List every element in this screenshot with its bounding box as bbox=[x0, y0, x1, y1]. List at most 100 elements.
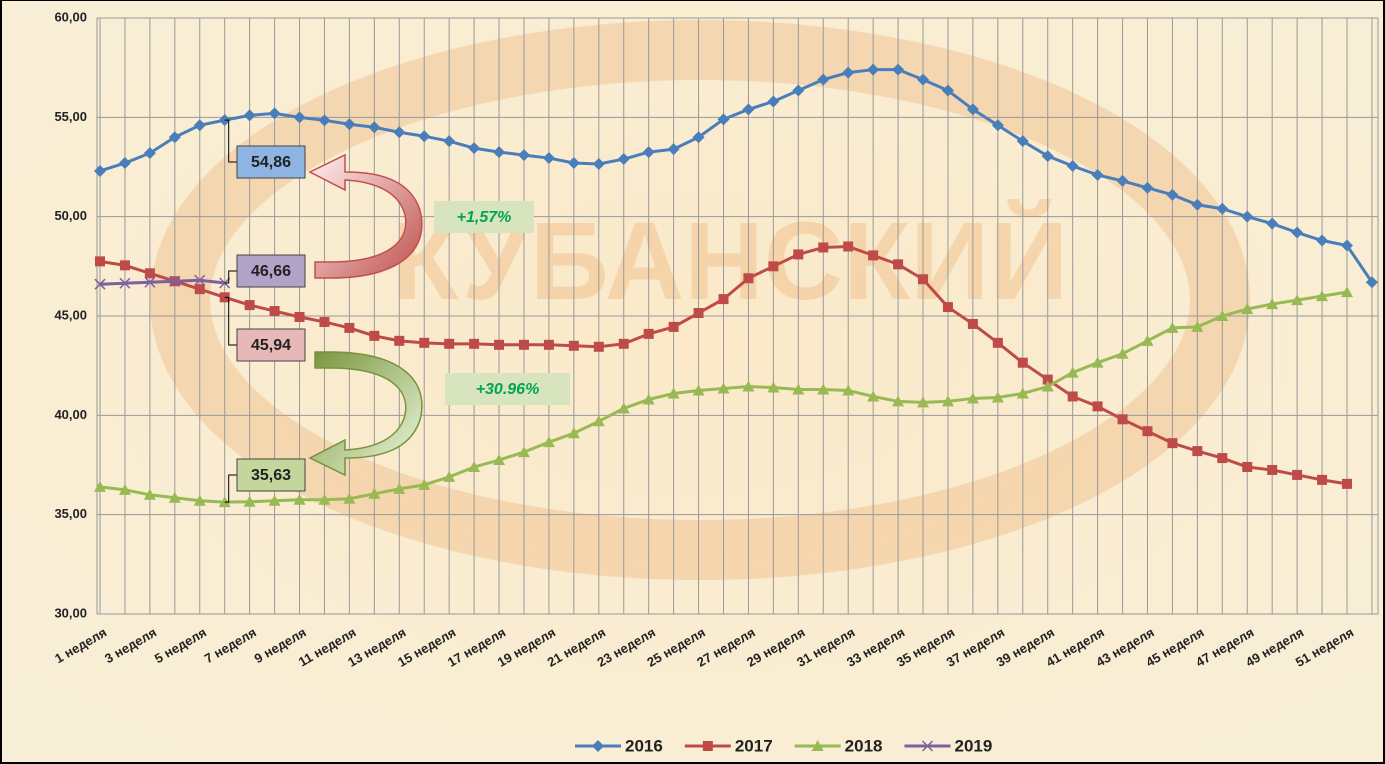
marker bbox=[567, 157, 580, 170]
y-tick-label: 45,00 bbox=[54, 307, 87, 322]
legend-label: 2016 bbox=[625, 736, 663, 755]
marker bbox=[867, 63, 880, 76]
annotation: 46,66 bbox=[251, 263, 291, 280]
marker bbox=[118, 483, 131, 495]
marker bbox=[319, 316, 330, 327]
marker bbox=[792, 84, 805, 97]
marker bbox=[743, 273, 754, 284]
marker bbox=[517, 149, 530, 162]
marker bbox=[567, 427, 580, 439]
y-tick-label: 35,00 bbox=[54, 506, 87, 521]
marker bbox=[1016, 135, 1029, 148]
y-tick-label: 50,00 bbox=[54, 208, 87, 223]
marker bbox=[643, 328, 654, 339]
marker bbox=[868, 250, 879, 261]
annotation: +1,57% bbox=[457, 209, 512, 226]
marker bbox=[1167, 438, 1178, 449]
marker bbox=[693, 308, 704, 319]
marker bbox=[393, 126, 406, 139]
marker bbox=[1192, 446, 1203, 457]
marker bbox=[1341, 286, 1353, 298]
marker bbox=[592, 415, 605, 427]
marker bbox=[1092, 401, 1103, 412]
marker bbox=[1041, 380, 1054, 392]
marker bbox=[768, 261, 779, 272]
legend-label: 2018 bbox=[845, 736, 883, 755]
marker bbox=[1116, 174, 1129, 187]
marker bbox=[1166, 321, 1179, 333]
callout-line bbox=[224, 474, 237, 503]
marker bbox=[1142, 426, 1153, 437]
marker bbox=[618, 338, 629, 349]
marker bbox=[892, 63, 905, 76]
series-line bbox=[99, 68, 1374, 284]
marker bbox=[921, 740, 934, 752]
marker bbox=[1066, 160, 1079, 173]
marker bbox=[443, 135, 456, 148]
plot bbox=[94, 63, 1378, 508]
legend-label: 2019 bbox=[954, 736, 992, 755]
marker bbox=[194, 284, 205, 295]
marker bbox=[818, 242, 829, 253]
marker bbox=[343, 492, 356, 504]
marker bbox=[1191, 320, 1204, 332]
marker bbox=[468, 142, 481, 155]
marker bbox=[1341, 239, 1353, 252]
marker bbox=[1241, 210, 1254, 223]
marker bbox=[1041, 150, 1054, 163]
annotation-box bbox=[236, 458, 306, 492]
marker bbox=[369, 330, 380, 341]
marker bbox=[468, 460, 481, 472]
marker bbox=[742, 103, 755, 116]
marker bbox=[667, 387, 680, 399]
marker bbox=[1091, 168, 1104, 181]
marker bbox=[94, 480, 106, 492]
marker bbox=[293, 493, 306, 505]
arrows bbox=[308, 153, 423, 477]
marker bbox=[842, 384, 855, 396]
marker bbox=[811, 740, 824, 751]
marker bbox=[193, 119, 206, 132]
marker bbox=[1141, 334, 1154, 346]
marker bbox=[318, 493, 331, 505]
marker bbox=[1067, 391, 1078, 402]
marker bbox=[842, 66, 855, 79]
marker bbox=[1166, 188, 1179, 201]
marker bbox=[592, 158, 605, 171]
marker bbox=[792, 383, 805, 395]
marker bbox=[443, 470, 456, 482]
marker bbox=[543, 339, 554, 350]
marker bbox=[991, 391, 1004, 403]
marker bbox=[1216, 202, 1229, 215]
marker bbox=[1292, 469, 1303, 480]
marker bbox=[966, 392, 979, 404]
marker bbox=[1242, 461, 1253, 472]
marker bbox=[817, 73, 830, 86]
marker bbox=[517, 446, 530, 458]
marker bbox=[967, 318, 978, 329]
marker bbox=[169, 275, 181, 287]
callout-line bbox=[224, 270, 237, 284]
annotation-box bbox=[434, 201, 534, 233]
marker bbox=[1117, 414, 1128, 425]
marker bbox=[143, 488, 156, 500]
marker bbox=[568, 340, 579, 351]
marker bbox=[1316, 290, 1329, 302]
marker bbox=[119, 260, 130, 271]
marker bbox=[942, 302, 953, 313]
annotation: +30.96% bbox=[476, 381, 540, 398]
annotation: 35,63 bbox=[251, 467, 291, 484]
annotation-box bbox=[445, 373, 570, 405]
marker bbox=[168, 491, 181, 503]
marker bbox=[243, 109, 256, 122]
marker bbox=[1216, 310, 1229, 321]
annotation-box bbox=[236, 328, 306, 362]
marker bbox=[1191, 198, 1204, 211]
marker bbox=[892, 395, 905, 407]
marker bbox=[419, 337, 430, 348]
marker bbox=[917, 73, 930, 86]
marker bbox=[793, 249, 804, 260]
annotation-box bbox=[236, 254, 306, 288]
